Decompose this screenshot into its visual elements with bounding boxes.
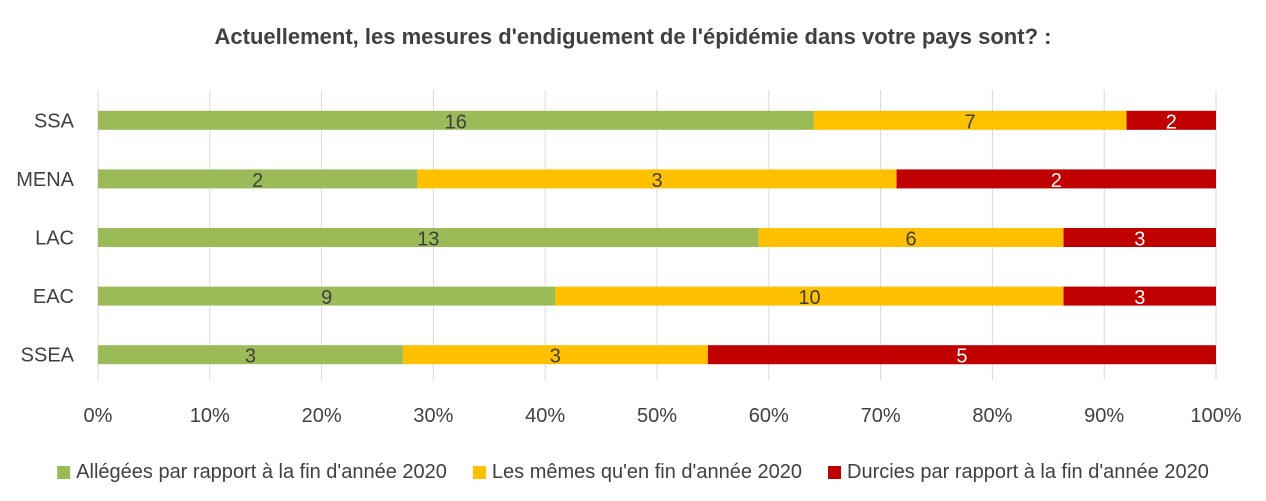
- bar-segment: [707, 345, 1216, 365]
- data-label: 3: [1134, 229, 1145, 251]
- value-axis: 0% 10% 20% 30% 40% 50% 60% 70% 80% 90% 100%: [84, 405, 1242, 427]
- bar-segment: [98, 169, 418, 189]
- data-label: 5: [956, 346, 967, 368]
- tick-label: 50%: [637, 405, 677, 427]
- category-label: SSA: [34, 110, 75, 132]
- bar-segment: [98, 110, 814, 130]
- bar-segment: [1063, 286, 1216, 306]
- category-label: MENA: [16, 169, 74, 191]
- category-label: EAC: [33, 286, 74, 308]
- data-label: 16: [445, 111, 467, 133]
- category-label: LAC: [35, 228, 74, 250]
- data-label: 7: [964, 111, 975, 133]
- data-label: 2: [1166, 111, 1177, 133]
- bar-segment: [555, 286, 1064, 306]
- tick-label: 100%: [1190, 405, 1241, 427]
- legend-item: Les mêmes qu'en fin d'année 2020: [472, 461, 802, 483]
- bar-segment: [98, 345, 403, 365]
- bar-segment: [758, 228, 1064, 247]
- legend-swatch: [472, 466, 486, 479]
- bar-segment: [402, 345, 708, 365]
- bar-segment: [1063, 228, 1216, 247]
- bar-segment: [1126, 110, 1216, 130]
- data-labels: 16 7 2 2 3 2 13 6 3 9 10 3 3 3 5: [245, 111, 1177, 367]
- data-label: 10: [798, 287, 820, 309]
- tick-label: 80%: [972, 405, 1012, 427]
- legend-item: Allégées par rapport à la fin d'année 20…: [57, 461, 447, 483]
- data-label: 6: [906, 229, 917, 251]
- bar-segment: [98, 228, 759, 247]
- tick-label: 90%: [1084, 405, 1124, 427]
- data-label: 3: [550, 346, 561, 368]
- data-label: 3: [245, 346, 256, 368]
- category-axis: SSA MENA LAC EAC SSEA: [16, 110, 74, 366]
- data-label: 9: [321, 287, 332, 309]
- tick-label: 60%: [749, 405, 789, 427]
- legend-label: Allégées par rapport à la fin d'année 20…: [76, 461, 447, 483]
- bar-segment: [98, 286, 556, 306]
- bar-segment: [896, 169, 1216, 189]
- bar-segment: [417, 169, 897, 189]
- category-label: SSEA: [21, 345, 75, 367]
- legend: Allégées par rapport à la fin d'année 20…: [57, 461, 1209, 483]
- tick-label: 20%: [302, 405, 342, 427]
- legend-swatch: [828, 466, 842, 479]
- tick-label: 30%: [413, 405, 453, 427]
- legend-item: Durcies par rapport à la fin d'année 202…: [828, 461, 1209, 483]
- data-label: 13: [417, 229, 439, 251]
- data-label: 3: [1134, 287, 1145, 309]
- legend-label: Durcies par rapport à la fin d'année 202…: [847, 461, 1209, 483]
- tick-label: 0%: [84, 405, 113, 427]
- tick-label: 10%: [190, 405, 230, 427]
- legend-label: Les mêmes qu'en fin d'année 2020: [492, 461, 802, 483]
- data-label: 3: [651, 170, 662, 192]
- tick-label: 70%: [861, 405, 901, 427]
- data-label: 2: [1051, 170, 1062, 192]
- data-label: 2: [252, 170, 263, 192]
- tick-label: 40%: [525, 405, 565, 427]
- bars: [98, 110, 1216, 365]
- bar-segment: [813, 110, 1127, 130]
- chart-title: Actuellement, les mesures d'endiguement …: [215, 24, 1052, 49]
- legend-swatch: [57, 466, 71, 479]
